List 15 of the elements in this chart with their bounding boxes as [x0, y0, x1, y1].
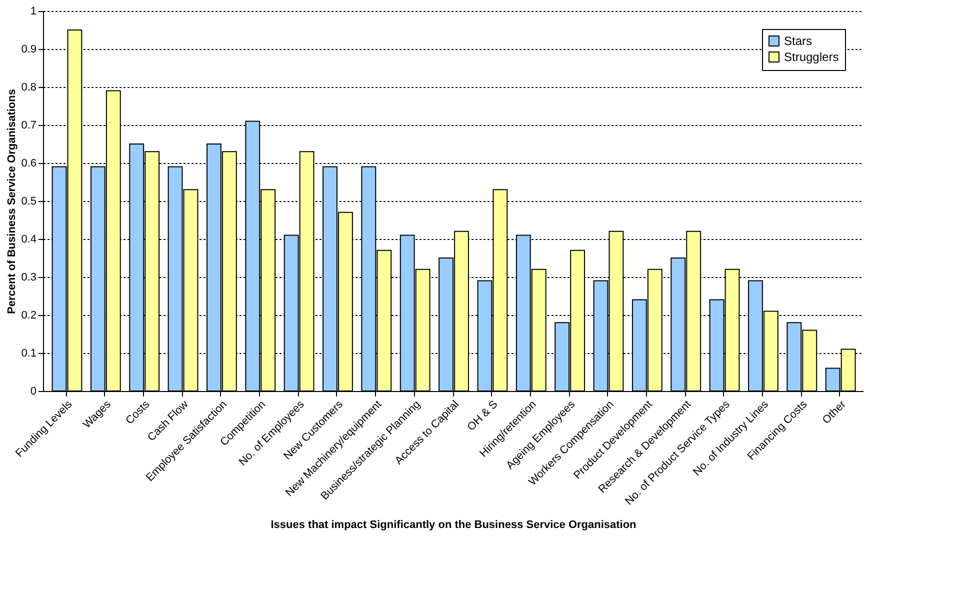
legend-label: Stars [784, 34, 812, 48]
y-tick-label: 0.3 [21, 272, 36, 284]
y-tick-label: 0.5 [21, 196, 36, 208]
y-axis-title: Percent of Business Service Organisations [6, 89, 18, 314]
y-tick-label: 0.7 [21, 120, 36, 132]
y-tick-label: 0.6 [21, 158, 36, 170]
y-tick-label: 1 [30, 6, 36, 18]
x-axis-title: Issues that impact Significantly on the Business Service Organisation [270, 519, 637, 532]
y-tick-label: 0.2 [21, 310, 36, 322]
y-tick-label: 0.8 [21, 82, 36, 94]
y-tick-label: 0.4 [21, 234, 36, 246]
y-tick-label: 0.9 [21, 44, 36, 56]
legend-label: Strugglers [784, 50, 839, 64]
y-tick-label: 0 [30, 386, 36, 398]
y-tick-label: 0.1 [21, 348, 36, 360]
